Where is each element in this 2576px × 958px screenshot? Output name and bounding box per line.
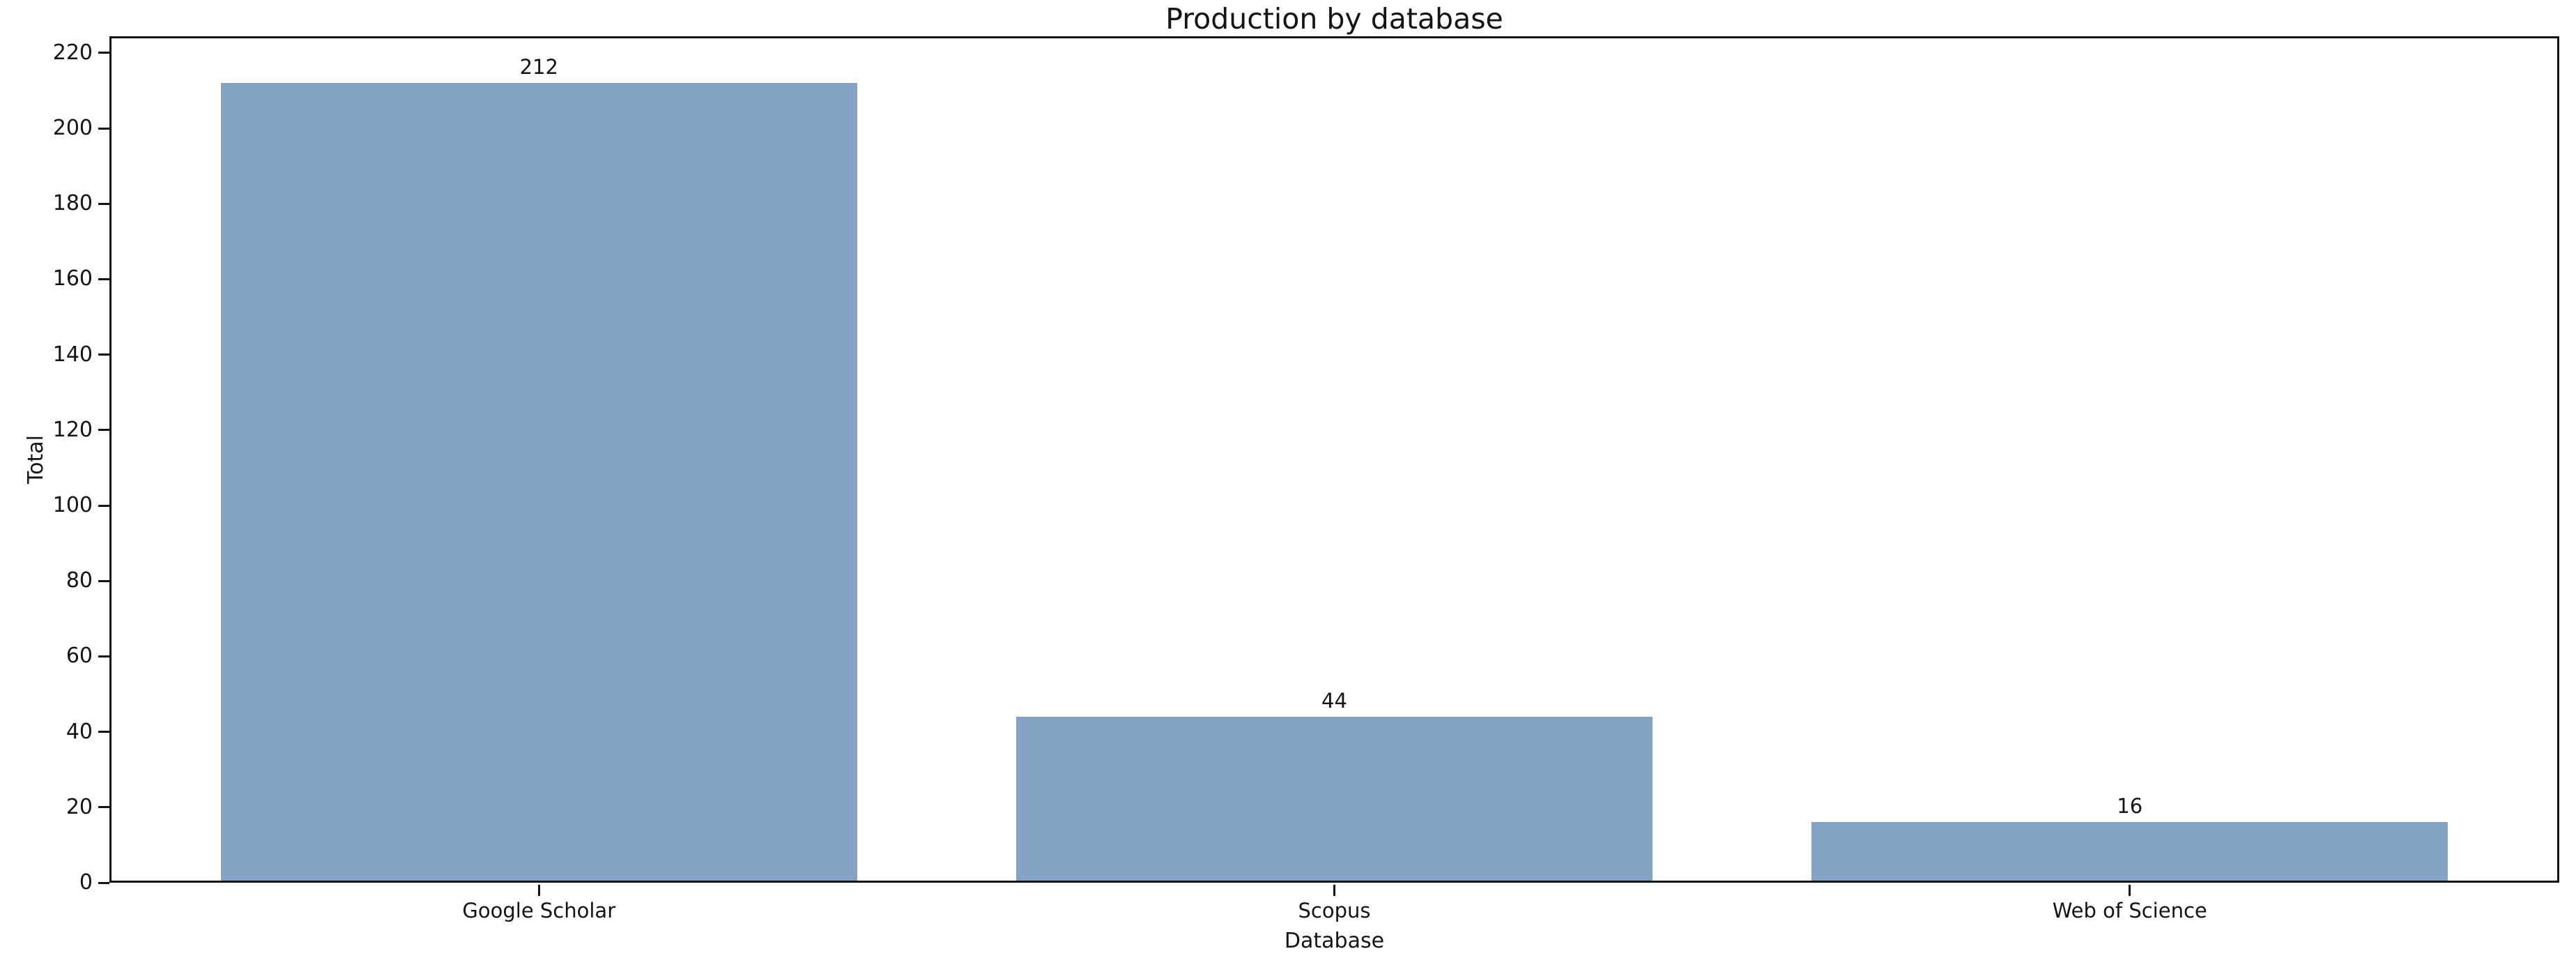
bar-web-of-science (1811, 822, 2448, 883)
bar-value-label-google-scholar: 212 (519, 55, 558, 79)
y-axis-tick-label: 200 (52, 116, 93, 140)
x-axis-tick-label-scopus: Scopus (1298, 899, 1371, 922)
y-axis-tick-mark (98, 52, 109, 54)
y-axis-tick-label: 80 (66, 568, 93, 593)
y-axis-tick-mark (98, 881, 109, 884)
y-axis-tick-mark (98, 806, 109, 809)
y-axis-tick-label: 100 (52, 493, 93, 517)
y-axis-tick-label: 140 (52, 342, 93, 367)
y-axis-tick-mark (98, 353, 109, 356)
y-axis-tick-label: 60 (66, 644, 93, 669)
bar-value-label-scopus: 44 (1321, 688, 1347, 713)
x-axis-tick-label-google-scholar: Google Scholar (462, 899, 616, 922)
y-axis-tick-label: 20 (66, 794, 93, 819)
x-axis-tick-mark-scopus (1333, 885, 1335, 896)
x-axis-tick-label-web-of-science: Web of Science (2052, 899, 2207, 922)
y-axis-tick-label: 40 (66, 719, 93, 744)
chart-title: Production by database (1165, 2, 1503, 36)
bar-google-scholar (220, 83, 857, 883)
y-axis-tick-label: 0 (79, 870, 93, 895)
y-axis-tick-label: 160 (52, 266, 93, 291)
y-axis-label: Total (24, 434, 48, 485)
y-axis-tick-mark (98, 504, 109, 507)
y-axis-tick-mark (98, 202, 109, 205)
bar-scopus (1016, 716, 1653, 883)
x-axis-label: Database (1284, 929, 1385, 953)
bar-value-label-web-of-science: 16 (2117, 794, 2143, 819)
y-axis-tick-label: 180 (52, 191, 93, 216)
y-axis-tick-mark (98, 429, 109, 432)
y-axis-tick-mark (98, 127, 109, 130)
y-axis-tick-label: 120 (52, 417, 93, 442)
y-axis-tick-label: 220 (52, 40, 93, 65)
y-axis-tick-mark (98, 731, 109, 733)
y-axis-tick-mark (98, 655, 109, 657)
y-axis-tick-mark (98, 277, 109, 280)
y-axis-tick-mark (98, 579, 109, 582)
x-axis-tick-mark-google-scholar (537, 885, 540, 896)
x-axis-tick-mark-web-of-science (2129, 885, 2131, 896)
